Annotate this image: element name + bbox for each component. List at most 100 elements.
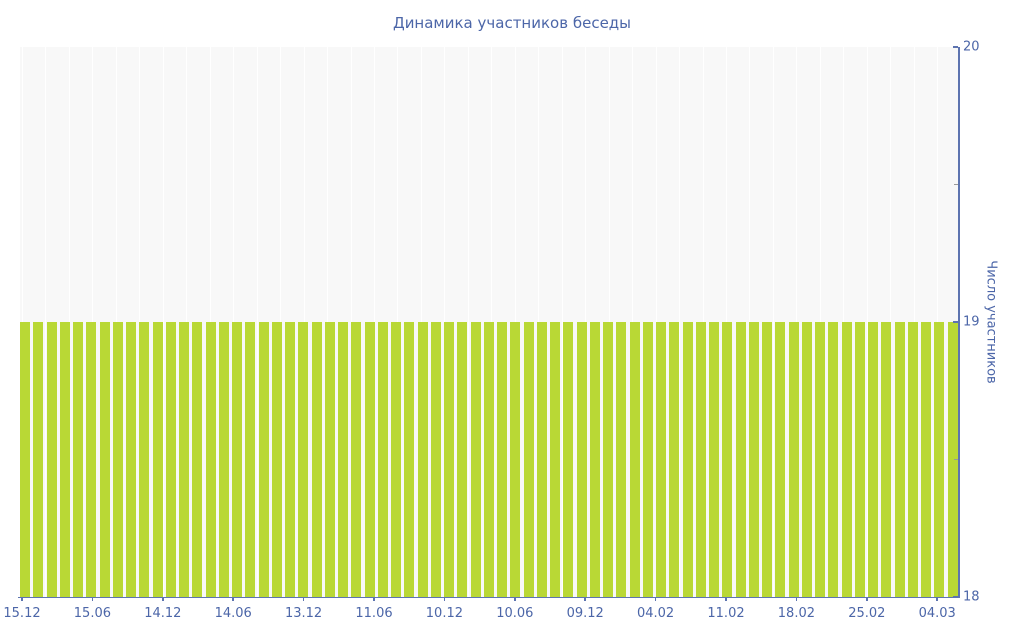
- bar: [523, 322, 534, 597]
- bar: [854, 322, 865, 597]
- minor-gridline: [561, 47, 563, 597]
- bar: [881, 322, 892, 597]
- bar: [589, 322, 600, 597]
- bar: [324, 322, 335, 597]
- bar: [73, 322, 83, 597]
- bar: [86, 322, 97, 597]
- bar: [232, 322, 242, 597]
- x-tick-label: 04.03: [918, 606, 956, 621]
- x-tick-label: 15.06: [73, 606, 111, 621]
- bar: [510, 322, 521, 597]
- minor-gridline: [374, 47, 375, 597]
- y-minor-tick: [954, 458, 958, 461]
- x-axis-line: [18, 596, 959, 598]
- bar: [762, 322, 772, 597]
- y-tick: [953, 596, 958, 598]
- bar: [947, 322, 958, 597]
- bar: [59, 322, 70, 597]
- bar: [868, 322, 878, 597]
- bar: [391, 322, 401, 597]
- x-tick-label: 04.02: [636, 606, 675, 621]
- bar: [33, 322, 44, 597]
- y-tick: [953, 46, 958, 48]
- bar: [179, 322, 189, 597]
- x-tick: [232, 597, 234, 601]
- y-tick-label: 18: [963, 589, 980, 605]
- x-tick: [162, 597, 164, 601]
- minor-gridline: [679, 47, 681, 597]
- x-tick: [21, 597, 23, 601]
- bar: [152, 322, 163, 597]
- x-tick-label: 11.02: [707, 606, 745, 621]
- bar: [550, 322, 560, 597]
- bar: [669, 322, 680, 597]
- bar: [205, 322, 216, 597]
- bar: [192, 322, 203, 597]
- bar: [470, 322, 481, 597]
- y-tick-label: 19: [963, 314, 980, 330]
- bar: [921, 322, 931, 597]
- bar: [603, 322, 613, 597]
- bar: [815, 322, 825, 597]
- bar: [536, 322, 547, 597]
- bar: [285, 322, 295, 597]
- x-tick: [654, 597, 657, 601]
- x-tick-label: 10.06: [496, 606, 534, 621]
- minor-gridline: [162, 47, 164, 597]
- bar: [404, 322, 415, 597]
- x-tick-label: 09.12: [566, 606, 604, 621]
- x-tick-label: 14.12: [144, 606, 182, 621]
- bar: [735, 322, 746, 597]
- minor-gridline: [45, 47, 47, 597]
- bar: [338, 322, 348, 597]
- bar: [430, 322, 441, 597]
- bar: [788, 322, 799, 597]
- minor-gridline: [866, 47, 868, 597]
- x-tick: [443, 597, 446, 601]
- bar: [417, 322, 428, 597]
- x-tick: [302, 597, 305, 601]
- bar: [841, 322, 852, 597]
- bar: [682, 322, 693, 597]
- bar: [311, 322, 322, 597]
- bar: [218, 322, 229, 597]
- bar: [801, 322, 812, 597]
- bar: [576, 322, 587, 597]
- x-tick-label: 11.06: [355, 606, 393, 621]
- bar: [139, 322, 150, 597]
- bar: [483, 322, 494, 597]
- bar: [748, 322, 759, 597]
- bar: [563, 322, 574, 597]
- x-tick: [91, 597, 94, 601]
- bars-series: [20, 47, 958, 597]
- x-tick-label: 15.12: [3, 606, 41, 621]
- bar: [99, 322, 110, 597]
- x-tick-label: 25.02: [848, 606, 886, 621]
- minor-gridline: [772, 47, 774, 597]
- x-tick: [936, 597, 938, 601]
- plot-area: 18 19 20 15.12 15.06 14.12 14.06 13.12 11.06 10.…: [3, 41, 979, 622]
- x-tick: [866, 597, 868, 601]
- bar: [642, 322, 653, 597]
- bar: [907, 322, 918, 597]
- y-tick: [953, 321, 958, 323]
- x-tick: [373, 597, 375, 601]
- minor-gridline: [467, 47, 469, 597]
- bar: [695, 322, 706, 597]
- bar: [377, 322, 388, 597]
- bar: [298, 322, 309, 597]
- bar: [934, 322, 945, 597]
- bar: [126, 322, 136, 597]
- bar: [258, 322, 269, 597]
- bar: [271, 322, 282, 597]
- bar: [364, 322, 375, 597]
- bar: [828, 322, 839, 597]
- bar: [629, 322, 640, 597]
- bar: [616, 322, 627, 597]
- bar: [20, 322, 30, 597]
- y-axis-title: Число участников: [983, 260, 999, 384]
- x-tick: [584, 597, 586, 601]
- minor-gridline: [350, 47, 352, 597]
- chart-title: Динамика участников беседы: [392, 14, 632, 32]
- bar: [165, 322, 176, 597]
